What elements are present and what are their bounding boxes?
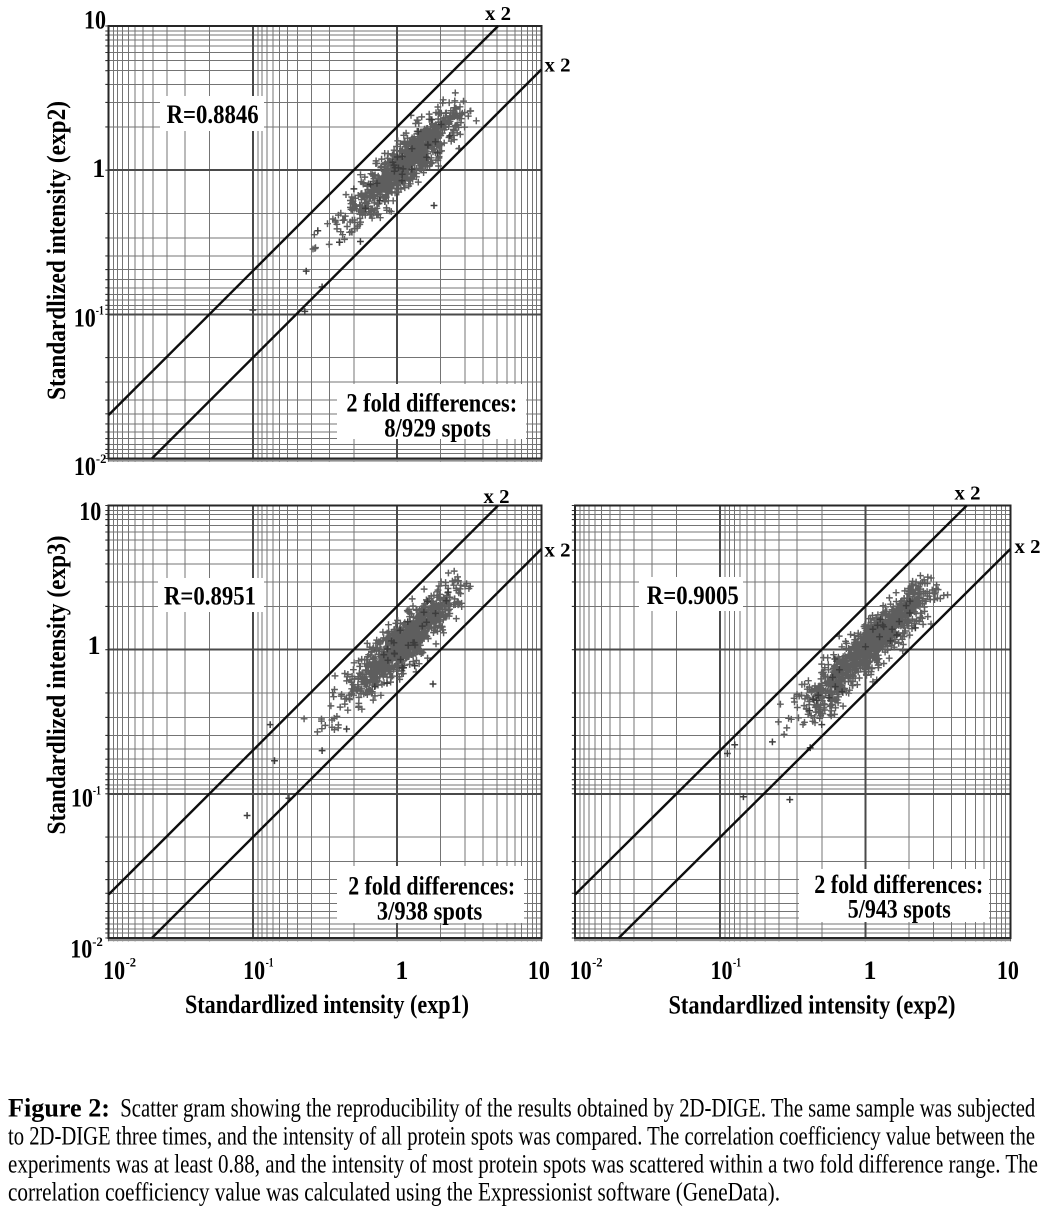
svg-text:Standardlized intensity (exp3): Standardlized intensity (exp3)	[42, 536, 71, 835]
svg-text:5/943 spots: 5/943 spots	[848, 894, 951, 924]
svg-text:10: 10	[79, 497, 101, 526]
svg-text:-2: -2	[126, 955, 137, 970]
svg-text:10: 10	[711, 956, 733, 985]
svg-text:x 2: x 2	[484, 486, 510, 508]
svg-text:R=0.8951: R=0.8951	[164, 582, 256, 611]
svg-text:10: 10	[74, 452, 96, 481]
svg-text:Standardlized intensity (exp1): Standardlized intensity (exp1)	[185, 990, 469, 1019]
svg-text:10: 10	[570, 956, 592, 985]
svg-text:-2: -2	[92, 934, 103, 949]
svg-text:8/929 spots: 8/929 spots	[384, 412, 491, 442]
svg-text:-2: -2	[592, 955, 603, 970]
svg-text:x 2: x 2	[545, 540, 571, 562]
svg-text:-1: -1	[266, 955, 274, 970]
svg-text:10: 10	[74, 303, 96, 332]
svg-text:2 fold differences:: 2 fold differences:	[348, 871, 515, 901]
svg-text:-2: -2	[96, 451, 107, 466]
svg-text:10: 10	[997, 956, 1019, 985]
svg-text:-1: -1	[93, 783, 101, 798]
svg-text:1: 1	[92, 154, 105, 183]
svg-text:10: 10	[103, 956, 125, 985]
svg-text:x 2: x 2	[955, 483, 981, 505]
svg-text:Figure 2:: Figure 2:	[8, 1094, 110, 1123]
svg-text:Scatter gram showing the repro: Scatter gram showing the reproducibility…	[120, 1094, 1035, 1123]
svg-text:1: 1	[88, 631, 101, 660]
svg-text:Standardlized intensity (exp2): Standardlized intensity (exp2)	[669, 991, 956, 1020]
svg-text:R=0.9005: R=0.9005	[647, 581, 739, 610]
svg-text:10: 10	[84, 6, 106, 35]
svg-text:R=0.8846: R=0.8846	[167, 100, 259, 129]
svg-text:x 2: x 2	[1015, 536, 1041, 558]
svg-text:correlation coefficiency value: correlation coefficiency value was calcu…	[8, 1178, 780, 1207]
svg-text:1: 1	[864, 956, 877, 985]
svg-text:2 fold differences:: 2 fold differences:	[346, 388, 517, 418]
svg-text:10: 10	[528, 956, 550, 985]
svg-text:-1: -1	[96, 303, 104, 318]
svg-text:1: 1	[395, 956, 408, 985]
svg-text:10: 10	[243, 956, 265, 985]
svg-text:10: 10	[70, 935, 92, 964]
svg-text:2 fold differences:: 2 fold differences:	[814, 869, 983, 899]
svg-text:x 2: x 2	[485, 3, 511, 25]
svg-text:experiments was at least 0.88,: experiments was at least 0.88, and the i…	[8, 1150, 1038, 1179]
svg-text:-1: -1	[733, 955, 741, 970]
svg-text:Standardlized intensity (exp2): Standardlized intensity (exp2)	[42, 101, 71, 400]
svg-text:10: 10	[71, 783, 93, 812]
svg-text:3/938 spots: 3/938 spots	[377, 896, 482, 926]
svg-text:to 2D-DIGE three times, and th: to 2D-DIGE three times, and the intensit…	[8, 1122, 1035, 1151]
svg-text:x 2: x 2	[545, 55, 571, 77]
